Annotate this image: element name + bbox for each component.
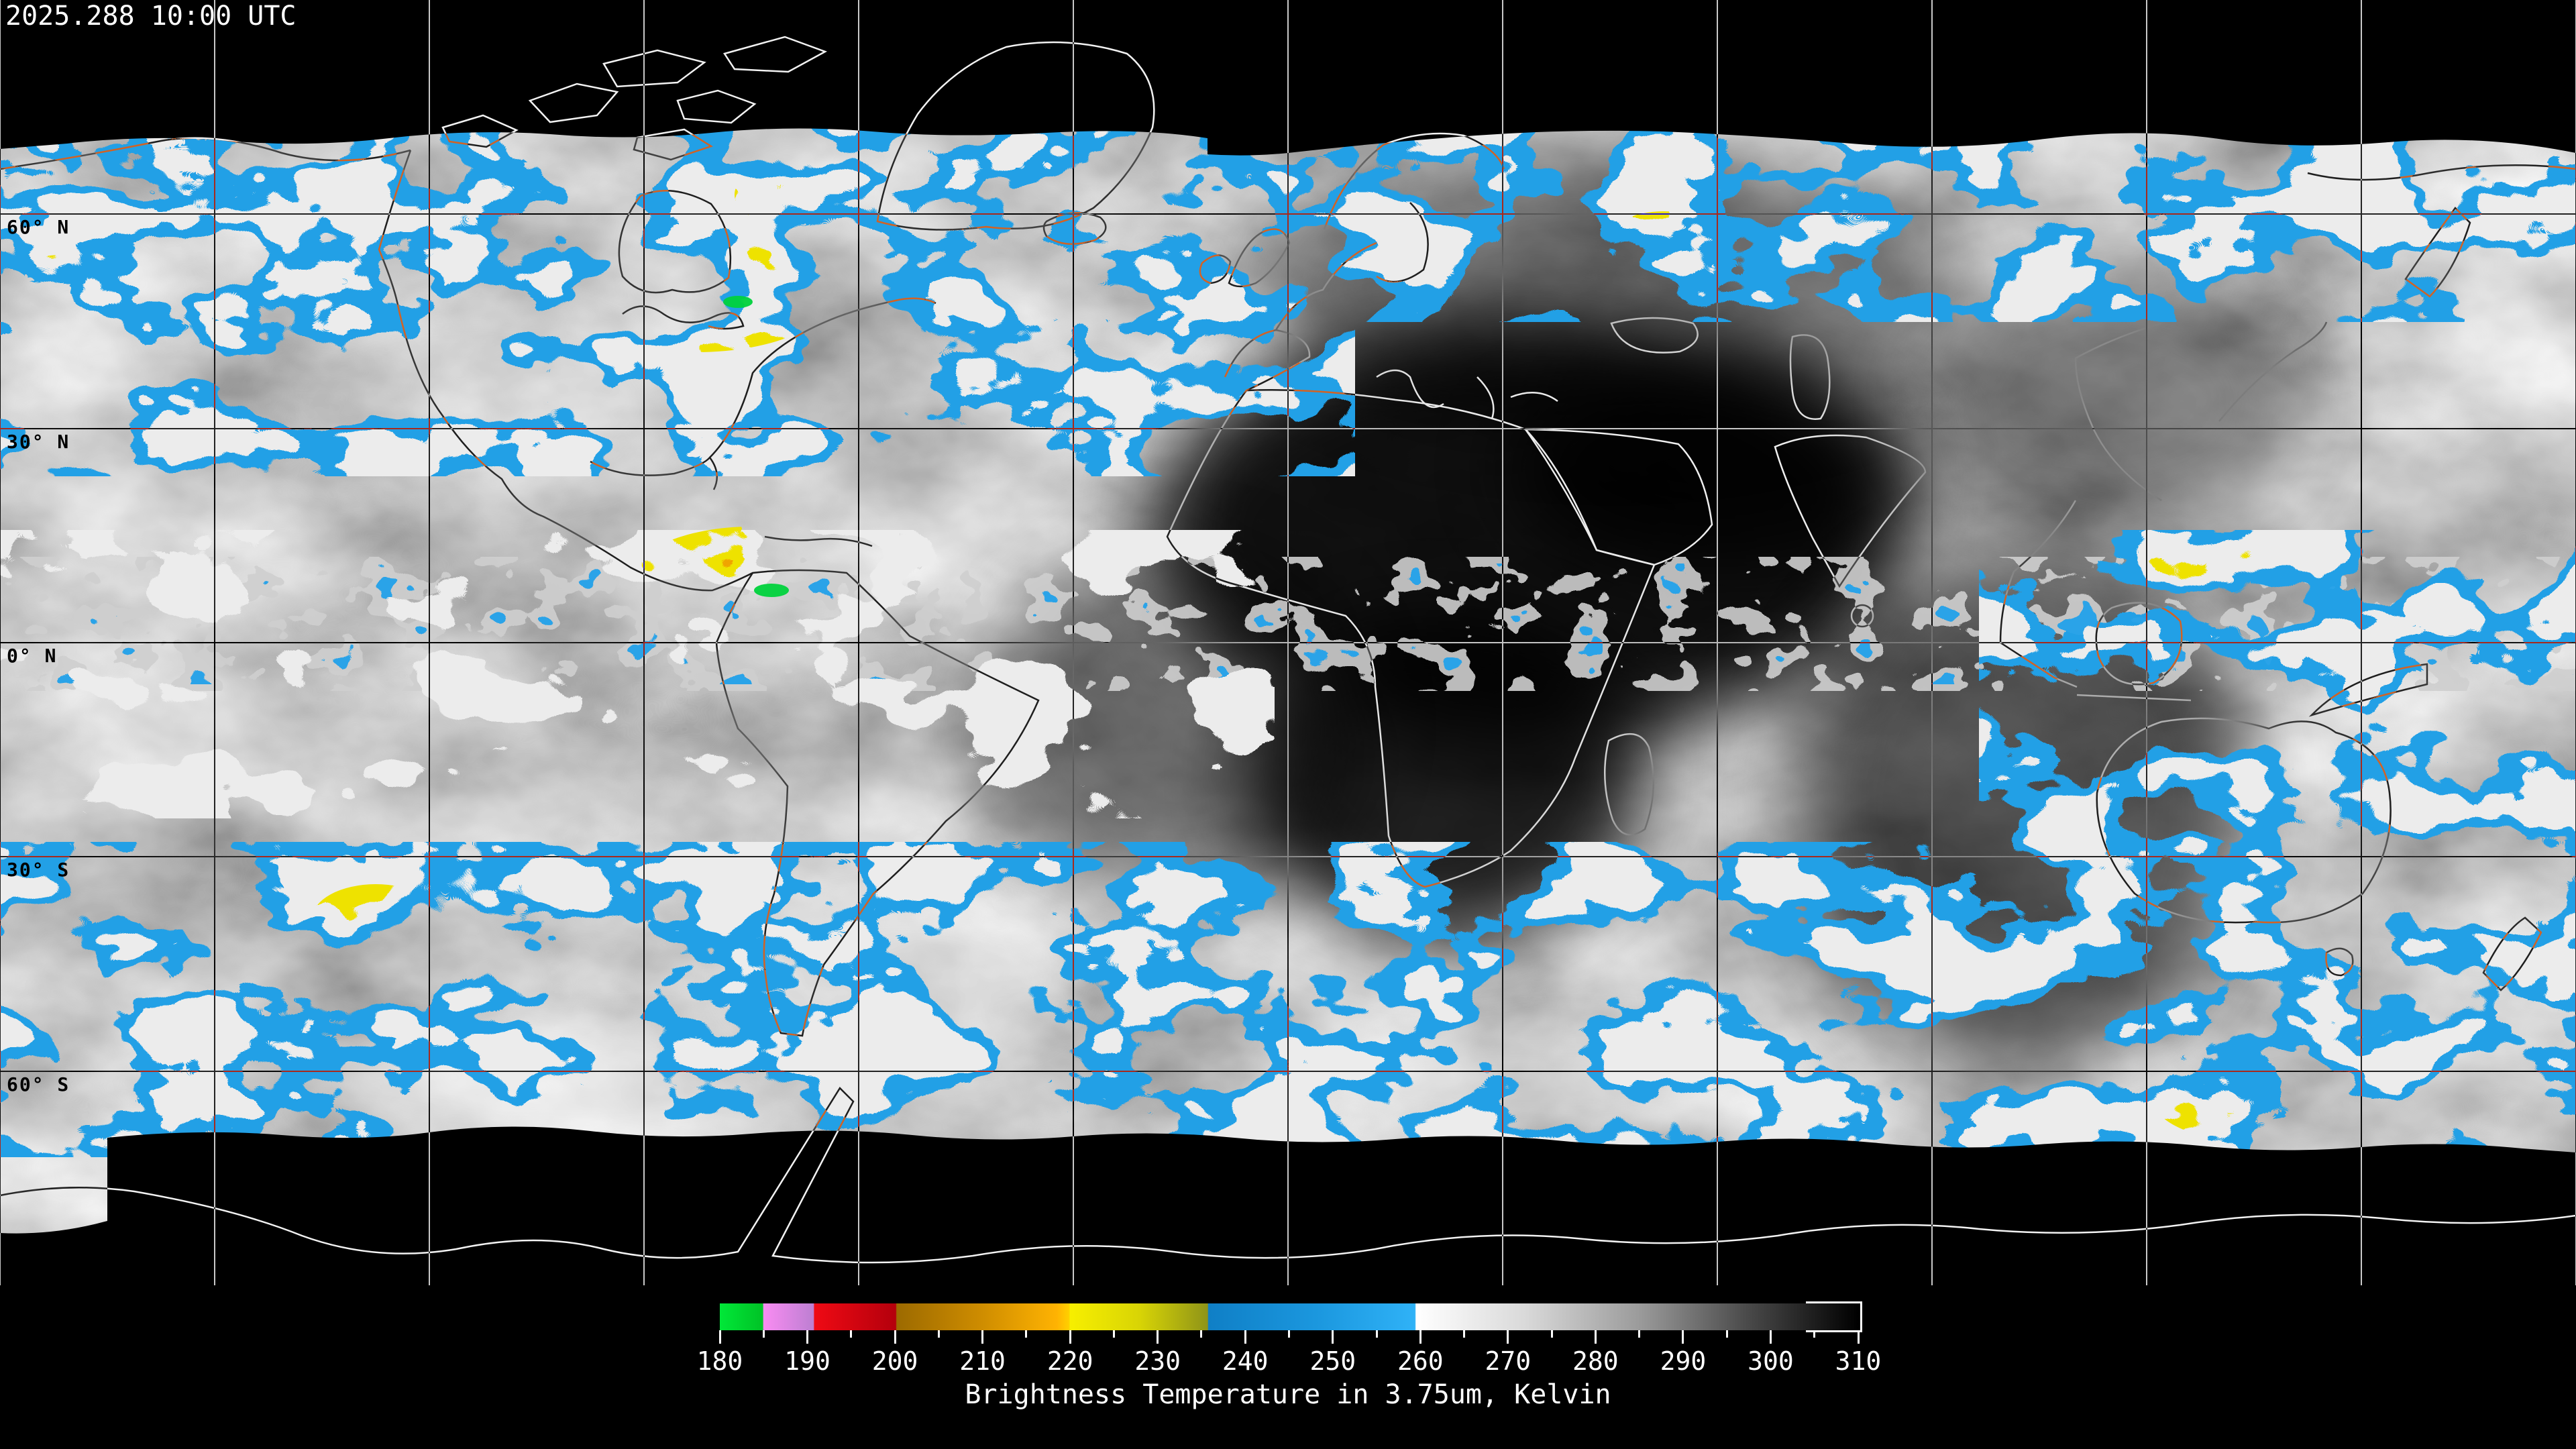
colorbar-minor-tick	[1200, 1330, 1203, 1338]
colorbar-major-tick	[1507, 1330, 1509, 1344]
colorbar-tick-label: 270	[1485, 1346, 1532, 1376]
coastline-scandinavia	[1323, 132, 1505, 283]
colorbar-tick-label: 220	[1046, 1346, 1093, 1376]
coastline-mediterranean	[1376, 369, 1558, 419]
colorbar-tick-label: 210	[959, 1346, 1006, 1376]
colorbar-minor-tick	[1463, 1330, 1466, 1338]
coastline-antarctica	[0, 1087, 2576, 1264]
colorbar-minor-tick	[1725, 1330, 1728, 1338]
latlon-grid	[0, 0, 2576, 1285]
timestamp-label: 2025.288 10:00 UTC	[5, 1, 297, 32]
colorbar-major-tick	[1244, 1330, 1246, 1344]
coastline-india	[1774, 434, 1927, 588]
colorbar-minor-tick	[1288, 1330, 1290, 1338]
colorbar-major-tick	[1682, 1330, 1684, 1344]
colorbar-caption: Brightness Temperature in 3.75um, Kelvin	[965, 1379, 1611, 1410]
coastline-madagascar	[1603, 733, 1654, 836]
colorbar-minor-tick	[1550, 1330, 1553, 1338]
coastline-japan	[2218, 321, 2328, 422]
coastline-north-america-east	[590, 297, 936, 490]
cold-convection-green	[723, 296, 789, 597]
coastline-australia	[2096, 717, 2392, 924]
colorbar	[720, 1303, 1858, 1330]
colorbar-major-tick	[894, 1330, 896, 1344]
colorbar-minor-tick	[1375, 1330, 1378, 1338]
latitude-label: 30° N	[7, 431, 70, 453]
coastline-south-america	[715, 569, 1040, 1037]
latitude-label: 60° N	[7, 216, 70, 238]
coastline-arabia	[1523, 428, 1713, 566]
coastline-arctic-archipelago	[441, 36, 828, 161]
coastline-new-zealand	[2482, 916, 2542, 991]
coastline-great-lakes	[622, 305, 745, 330]
coastline-kamchatka	[2404, 207, 2471, 298]
coastline-ireland	[1199, 254, 1232, 284]
coastline-iceland	[1042, 212, 1107, 245]
coastline-iberia-france	[1224, 241, 1377, 392]
colorbar-minor-tick	[1112, 1330, 1115, 1338]
colorbar-major-tick	[1157, 1330, 1159, 1344]
colorbar-major-tick	[718, 1330, 721, 1344]
coastlines-layer	[0, 36, 2576, 1264]
colorbar-tick-label: 260	[1397, 1346, 1444, 1376]
coastline-borneo	[2095, 602, 2183, 686]
colorbar-minor-tick	[850, 1330, 853, 1338]
coastline-caribbean	[764, 535, 873, 547]
colorbar-major-tick	[1857, 1330, 1860, 1344]
colorbar-tick-label: 300	[1748, 1346, 1794, 1376]
coastline-black-caspian-seas	[1610, 317, 1831, 420]
colorbar-minor-tick	[1638, 1330, 1641, 1338]
colorbar-end-frame	[1805, 1301, 1862, 1332]
coastline-greenland	[876, 41, 1155, 231]
coastline-hudson-bay	[618, 190, 732, 294]
coastline-britain	[1228, 228, 1291, 288]
colorbar-major-tick	[1069, 1330, 1071, 1344]
colorbar-tick-label: 180	[696, 1346, 743, 1376]
colorbar-tick-label: 280	[1572, 1346, 1619, 1376]
colorbar-minor-tick	[1813, 1330, 1816, 1338]
coastline-new-guinea	[2308, 663, 2428, 717]
colorbar-minor-tick	[1025, 1330, 1028, 1338]
latitude-label: 0° N	[7, 645, 58, 667]
colorbar-tick-label: 240	[1222, 1346, 1269, 1376]
colorbar-tick-label: 200	[871, 1346, 918, 1376]
colorbar-tick-label: 290	[1660, 1346, 1707, 1376]
colorbar-major-tick	[981, 1330, 984, 1344]
colorbar-tick-label: 230	[1134, 1346, 1181, 1376]
coastline-southeast-asia	[1999, 500, 2192, 702]
colorbar-major-tick	[1594, 1330, 1597, 1344]
latitude-label: 60° S	[7, 1073, 70, 1095]
colorbar-major-tick	[1769, 1330, 1772, 1344]
colorbar-minor-tick	[762, 1330, 765, 1338]
colorbar-tick-label: 250	[1309, 1346, 1356, 1376]
colorbar-major-tick	[806, 1330, 809, 1344]
coastline-china	[2074, 322, 2162, 502]
colorbar-tick-label: 190	[784, 1346, 830, 1376]
colorbar-minor-tick	[937, 1330, 940, 1338]
colorbar-major-tick	[1419, 1330, 1421, 1344]
coastline-north-america-west	[378, 150, 753, 592]
colorbar-tick-label: 310	[1835, 1346, 1882, 1376]
coastline-siberia-east	[2307, 164, 2576, 181]
colorbar-major-tick	[1332, 1330, 1334, 1344]
coastline-tasmania	[2325, 947, 2354, 977]
coastline-arctic-west	[0, 137, 411, 170]
latitude-label: 30° S	[7, 859, 70, 881]
coastline-sri-lanka	[1850, 604, 1874, 628]
